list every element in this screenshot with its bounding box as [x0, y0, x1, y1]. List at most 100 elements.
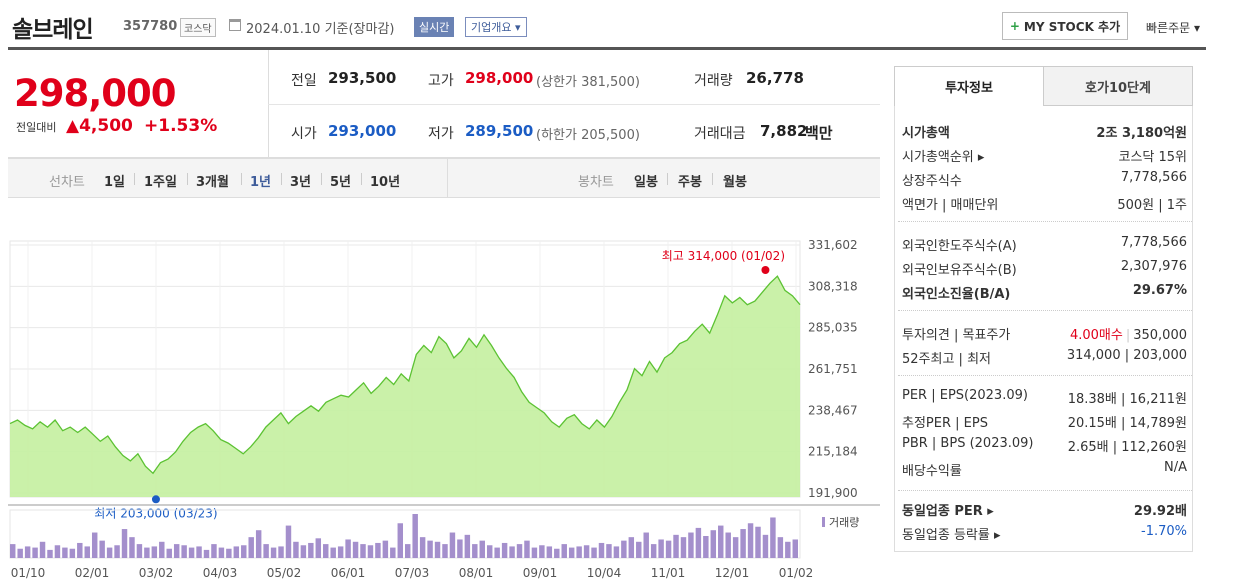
- info-label[interactable]: 동일업종 PER ▸: [902, 504, 994, 519]
- price-line: [9, 275, 801, 475]
- low-label: 저가: [428, 126, 454, 142]
- volume-bar: [62, 547, 68, 558]
- volume-bar: [84, 546, 90, 558]
- market-badge: 코스닥: [180, 18, 216, 37]
- volume-bar: [472, 544, 478, 558]
- current-price: 298,000: [14, 72, 177, 115]
- volume-bar: [121, 529, 128, 558]
- x-tick-label: 08/01: [459, 566, 494, 580]
- divider: [447, 159, 448, 198]
- volume-bar: [367, 545, 374, 558]
- volume-bar: [554, 548, 560, 558]
- volume-bar: [32, 547, 38, 558]
- volume-bar: [255, 530, 262, 558]
- tab-5year[interactable]: 5년: [330, 175, 352, 190]
- volume-value: 26,778: [746, 69, 804, 87]
- volume-bar: [17, 548, 23, 558]
- high-label: 최고 314,000 (01/02): [662, 249, 785, 263]
- info-label: 배당수익률: [902, 464, 962, 479]
- volume-bar: [315, 538, 322, 558]
- divider: [268, 104, 880, 105]
- volume-bar: [710, 530, 717, 558]
- y-tick-label: 308,318: [808, 279, 858, 293]
- volume-bar: [77, 542, 83, 558]
- volume-bar: [755, 526, 761, 558]
- add-mystock-button[interactable]: + MY STOCK 추가: [1002, 12, 1128, 40]
- tab-1year[interactable]: 1년: [250, 175, 272, 190]
- section-divider: [898, 490, 1192, 491]
- info-label: 액면가 | 매매단위: [902, 198, 999, 213]
- volume-bar: [427, 540, 433, 558]
- volume-bar: [114, 545, 120, 558]
- info-value: N/A: [1164, 460, 1187, 475]
- realtime-button[interactable]: 실시간: [414, 17, 455, 37]
- tab-3month[interactable]: 3개월: [196, 175, 229, 190]
- tab-daily[interactable]: 일봉: [634, 175, 658, 190]
- volume-bar: [718, 525, 724, 558]
- info-value: 7,778,566: [1120, 170, 1187, 185]
- volume-bar: [695, 527, 702, 558]
- tab-invest-info[interactable]: 투자정보: [894, 66, 1044, 106]
- volume-bar: [680, 537, 687, 558]
- volume-bar: [360, 544, 366, 558]
- info-label[interactable]: 동일업종 등락률 ▸: [902, 528, 1001, 543]
- tab-monthly[interactable]: 월봉: [723, 175, 747, 190]
- volume-bar: [464, 534, 471, 558]
- volume-bar: [330, 547, 336, 558]
- price-chart[interactable]: 최고 314,000 (01/02) 최저 203,000 (03/23) 331…: [0, 225, 880, 585]
- volume-bar: [308, 542, 314, 558]
- y-tick-label: 215,184: [808, 445, 858, 459]
- open-label: 시가: [291, 126, 317, 142]
- lower-limit: (하한가 205,500): [536, 128, 640, 143]
- volume-bar: [442, 544, 448, 558]
- tab-3year[interactable]: 3년: [290, 175, 312, 190]
- volume-label: 거래량: [694, 73, 733, 89]
- section-divider: [898, 375, 1192, 376]
- x-tick-label: 07/03: [395, 566, 430, 580]
- x-tick-label: 12/01: [715, 566, 750, 580]
- volume-bar: [732, 537, 739, 558]
- info-label: 외국인한도주식수(A): [902, 239, 1017, 254]
- volume-bar: [665, 540, 672, 558]
- info-value: 7,778,566: [1120, 235, 1187, 250]
- header-divider: [8, 47, 1206, 50]
- volume-bar: [598, 542, 605, 558]
- low-label: 최저 203,000 (03/23): [94, 506, 217, 520]
- volume-bar: [69, 548, 76, 558]
- tab-1week[interactable]: 1주일: [144, 175, 177, 190]
- volume-bar: [144, 547, 150, 558]
- low-value: 289,500: [465, 122, 534, 140]
- high-value: 298,000: [465, 69, 534, 87]
- volume-bar: [241, 545, 247, 558]
- tab-weekly[interactable]: 주봉: [678, 175, 702, 190]
- info-value: 18.38배 | 16,211원: [1067, 392, 1187, 407]
- company-overview-dropdown[interactable]: 기업개요 ▾: [465, 17, 527, 37]
- volume-bar: [568, 547, 575, 558]
- volume-bar: [688, 532, 694, 558]
- volume-bar: [10, 544, 16, 558]
- volume-bar: [613, 546, 620, 558]
- tab-10year[interactable]: 10년: [370, 175, 401, 190]
- amount-label: 거래대금: [694, 126, 746, 142]
- quick-order-dropdown[interactable]: 빠른주문 ▾: [1146, 21, 1200, 35]
- volume-bar: [129, 537, 135, 558]
- info-value: 2.65배 | 112,260원: [1067, 440, 1187, 455]
- x-tick-label: 01/02: [779, 566, 814, 580]
- tab-1day[interactable]: 1일: [104, 175, 126, 190]
- price-diff: ▲4,500: [66, 116, 133, 136]
- quote-date: 2024.01.10 기준(장마감): [246, 22, 395, 37]
- volume-bar: [673, 534, 679, 558]
- volume-bar: [740, 529, 746, 558]
- volume-bar: [486, 545, 493, 558]
- tab-orderbook[interactable]: 호가10단계: [1043, 66, 1193, 106]
- volume-bar: [650, 544, 657, 558]
- price-area: [10, 276, 800, 497]
- volume-bar: [561, 544, 567, 558]
- volume-bar: [24, 546, 31, 558]
- volume-bar: [725, 532, 731, 558]
- volume-bar: [658, 539, 664, 558]
- volume-bar: [173, 544, 180, 558]
- volume-bar: [792, 539, 798, 558]
- volume-bar: [270, 547, 277, 558]
- info-label[interactable]: 시가총액순위 ▸: [902, 150, 985, 165]
